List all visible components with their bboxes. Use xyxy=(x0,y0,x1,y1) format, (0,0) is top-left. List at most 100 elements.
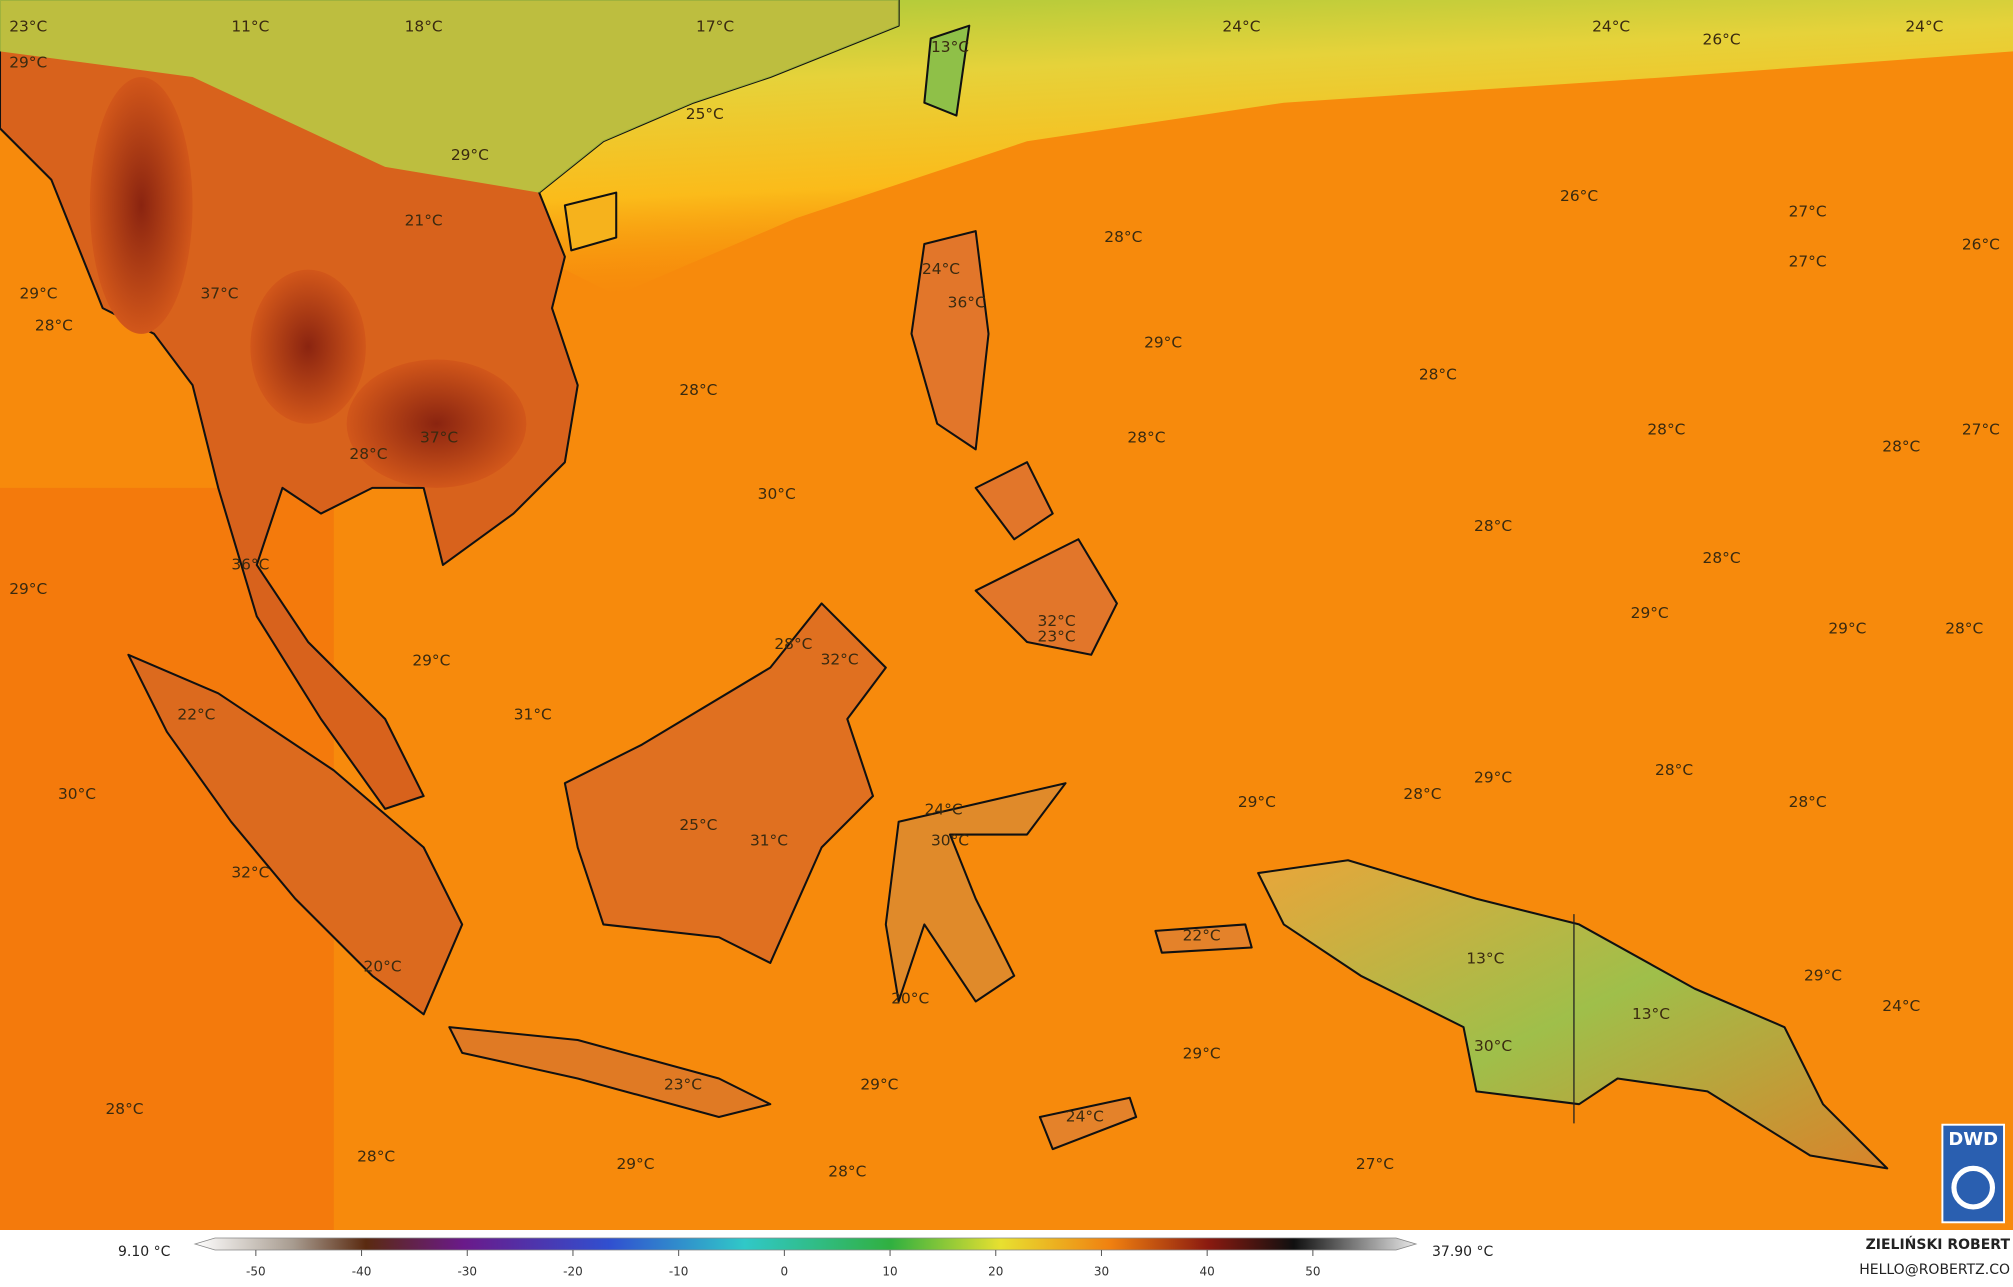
temperature-label: 25°C xyxy=(686,105,724,123)
temperature-label: 37°C xyxy=(201,285,239,303)
logo-text: DWD xyxy=(1948,1129,1998,1150)
temperature-label: 28°C xyxy=(1703,549,1741,567)
new-guinea xyxy=(1257,859,1889,1170)
hot-area xyxy=(89,77,193,334)
sulawesi xyxy=(884,782,1067,1003)
temperature-label: 29°C xyxy=(9,580,47,598)
tick-label: 30 xyxy=(1094,1265,1109,1279)
temperature-label: 13°C xyxy=(931,38,969,56)
temperature-label: 26°C xyxy=(1560,187,1598,205)
temperature-label: 24°C xyxy=(925,801,963,819)
temperature-label: 23°C xyxy=(9,17,47,35)
temperature-label: 28°C xyxy=(774,635,812,653)
min-label: 9.10 °C xyxy=(118,1244,171,1260)
temperature-label: 28°C xyxy=(1104,228,1142,246)
temperature-label: 36°C xyxy=(231,555,269,573)
temperature-label: 28°C xyxy=(1474,517,1512,535)
hainan xyxy=(563,191,618,252)
temperature-label: 28°C xyxy=(679,381,717,399)
hot-area xyxy=(346,359,527,488)
temperature-label: 29°C xyxy=(9,53,47,71)
temperature-label: 23°C xyxy=(664,1075,702,1093)
temperature-label: 29°C xyxy=(860,1075,898,1093)
temperature-label: 27°C xyxy=(1789,202,1827,220)
temperature-label: 28°C xyxy=(1655,761,1693,779)
temperature-label: 24°C xyxy=(1905,17,1943,35)
temperature-label: 28°C xyxy=(349,445,387,463)
temperature-label: 13°C xyxy=(1632,1005,1670,1023)
temperature-label: 31°C xyxy=(514,706,552,724)
temperature-label: 22°C xyxy=(1183,926,1221,944)
temperature-label: 17°C xyxy=(696,17,734,35)
temperature-label: 29°C xyxy=(1238,793,1276,811)
temperature-label: 30°C xyxy=(758,485,796,503)
temperature-label: 37°C xyxy=(420,428,458,446)
taiwan xyxy=(923,24,971,117)
temperature-label: 18°C xyxy=(405,17,443,35)
temperature-label: 29°C xyxy=(1828,620,1866,638)
luzon xyxy=(910,230,990,451)
temperature-label: 32°C xyxy=(821,650,859,668)
temperature-label: 26°C xyxy=(1962,236,2000,254)
temperature-label: 29°C xyxy=(1144,333,1182,351)
temperature-label: 28°C xyxy=(1127,428,1165,446)
temperature-label: 32°C xyxy=(231,864,269,882)
legend: 9.10 °C 37.90 °C ZIELIŃSKI ROBERT HELLO@… xyxy=(118,1235,2011,1279)
map: DWD 23°C 11°C 18°C 17°C 24°C 24°C 24°C 26°C 13°C… xyxy=(0,0,2013,1230)
temperature-label: 21°C xyxy=(405,211,443,229)
temperature-label: 24°C xyxy=(1592,17,1630,35)
temperature-label: 24°C xyxy=(1222,17,1260,35)
temperature-label: 28°C xyxy=(1403,785,1441,803)
temperature-label: 29°C xyxy=(1804,966,1842,984)
temperature-label: 28°C xyxy=(1882,437,1920,455)
visayas xyxy=(974,461,1054,541)
temperature-label: 20°C xyxy=(364,957,402,975)
temperature-label: 27°C xyxy=(1356,1155,1394,1173)
temperature-label: 29°C xyxy=(19,285,57,303)
temperature-label: 28°C xyxy=(1789,793,1827,811)
temperature-label: 29°C xyxy=(616,1155,654,1173)
temperature-label: 13°C xyxy=(1466,950,1504,968)
temperature-label: 30°C xyxy=(931,831,969,849)
temperature-label: 11°C xyxy=(231,17,269,35)
temperature-label: 30°C xyxy=(58,785,96,803)
timor xyxy=(1038,1096,1138,1151)
tick-label: 40 xyxy=(1200,1265,1215,1279)
hot-area xyxy=(250,269,366,424)
colorbar xyxy=(193,1237,1418,1251)
temperature-label: 28°C xyxy=(35,317,73,335)
temperature-label: 28°C xyxy=(106,1100,144,1118)
author: ZIELIŃSKI ROBERT xyxy=(1866,1235,2011,1253)
tick-label: -10 xyxy=(669,1265,689,1279)
temperature-label: 28°C xyxy=(1647,421,1685,439)
temperature-label: 29°C xyxy=(1474,769,1512,787)
contact: HELLO@ROBERTZ.CO xyxy=(1859,1262,2010,1278)
temperature-label: 27°C xyxy=(1789,252,1827,270)
temperature-label: 30°C xyxy=(1474,1037,1512,1055)
temperature-label: 23°C xyxy=(1038,627,1076,645)
temperature-label: 31°C xyxy=(750,831,788,849)
borneo xyxy=(563,602,887,964)
temperature-label: 20°C xyxy=(891,989,929,1007)
mindanao xyxy=(974,538,1118,656)
temperature-label: 27°C xyxy=(1962,421,2000,439)
temperature-label: 32°C xyxy=(1038,612,1076,630)
temperature-label: 28°C xyxy=(357,1147,395,1165)
logo-mark xyxy=(1951,1165,1996,1210)
temperature-label: 24°C xyxy=(1882,997,1920,1015)
tick-label: -20 xyxy=(563,1265,583,1279)
labels: 23°C 11°C 18°C 17°C 24°C 24°C 24°C 26°C 13°C 29°C… xyxy=(9,17,2000,1180)
temperature-label: 28°C xyxy=(828,1163,866,1181)
sumatra xyxy=(127,653,464,1016)
temperature-label: 24°C xyxy=(1066,1108,1104,1126)
tick-label: 10 xyxy=(882,1265,897,1279)
max-label: 37.90 °C xyxy=(1432,1244,1494,1260)
temperature-label: 29°C xyxy=(1183,1045,1221,1063)
temperature-label: 25°C xyxy=(679,816,717,834)
temperature-label: 29°C xyxy=(451,146,489,164)
tick-label: 0 xyxy=(781,1265,789,1279)
temperature-label: 29°C xyxy=(1631,604,1669,622)
temperature-label: 28°C xyxy=(1419,365,1457,383)
